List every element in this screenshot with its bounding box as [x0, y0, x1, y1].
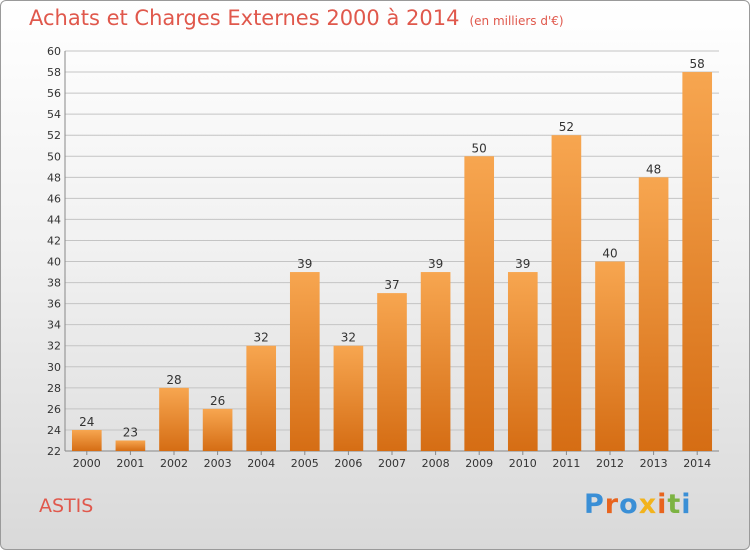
x-tick-label: 2001 [116, 457, 144, 470]
data-label: 37 [384, 278, 399, 292]
x-tick-label: 2006 [334, 457, 362, 470]
y-tick-label: 54 [47, 108, 61, 121]
data-label: 48 [646, 162, 661, 176]
x-tick-label: 2003 [204, 457, 232, 470]
chart-title-text: Achats et Charges Externes 2000 à 2014 [29, 6, 460, 30]
chart-unit-note: (en milliers d'€) [469, 14, 564, 28]
y-tick-label: 60 [47, 45, 61, 58]
bar [159, 387, 189, 451]
data-label: 28 [166, 373, 181, 387]
y-tick-label: 32 [47, 340, 61, 353]
bar [377, 293, 407, 451]
y-tick-label: 28 [47, 382, 61, 395]
y-tick-label: 40 [47, 256, 61, 269]
logo-letter: P [584, 489, 605, 520]
bar [289, 272, 320, 451]
logo-letter: t [667, 489, 682, 520]
y-tick-label: 58 [47, 66, 61, 79]
data-label: 58 [690, 57, 705, 71]
x-tick-label: 2008 [422, 457, 450, 470]
y-tick-label: 50 [47, 150, 61, 163]
x-tick-label: 2007 [378, 457, 406, 470]
x-tick-label: 2013 [640, 457, 668, 470]
bar [202, 408, 233, 451]
y-tick-label: 46 [47, 192, 61, 205]
data-label: 39 [297, 257, 312, 271]
data-label: 26 [210, 394, 225, 408]
data-label: 32 [254, 331, 269, 345]
bars [71, 72, 713, 452]
data-label: 50 [472, 141, 487, 155]
x-tick-label: 2014 [683, 457, 711, 470]
bar [682, 72, 713, 451]
data-label: 32 [341, 331, 356, 345]
y-tick-label: 52 [47, 129, 61, 142]
y-tick-label: 44 [47, 213, 61, 226]
x-tick-label: 2009 [465, 457, 493, 470]
bar [71, 429, 102, 451]
y-tick-label: 42 [47, 234, 61, 247]
x-tick-label: 2000 [73, 457, 101, 470]
y-tick-label: 34 [47, 319, 61, 332]
bar [507, 272, 538, 451]
x-tick-label: 2011 [552, 457, 580, 470]
x-tick-label: 2004 [247, 457, 275, 470]
y-tick-label: 30 [47, 361, 61, 374]
data-label: 23 [123, 425, 138, 439]
y-tick-label: 24 [47, 424, 61, 437]
bar [420, 272, 451, 451]
y-tick-label: 22 [47, 445, 61, 458]
y-tick-label: 26 [47, 403, 61, 416]
chart-title: Achats et Charges Externes 2000 à 2014 (e… [29, 6, 564, 30]
bar [246, 345, 277, 451]
x-axis: 2000 2001 2002 2003 2004 2005 2006 2007 2008 2009… [73, 451, 711, 470]
y-tick-label: 48 [47, 171, 61, 184]
y-tick-label: 56 [47, 87, 61, 100]
x-tick-label: 2010 [509, 457, 537, 470]
x-tick-label: 2005 [291, 457, 319, 470]
bar [115, 440, 146, 451]
data-label: 52 [559, 120, 574, 134]
bar [333, 345, 364, 451]
bar [638, 177, 669, 451]
data-label: 40 [602, 247, 617, 261]
logo-letter: r [604, 489, 620, 520]
bar [464, 156, 495, 451]
logo-letter: o [619, 489, 639, 520]
data-label: 39 [428, 257, 443, 271]
x-tick-label: 2012 [596, 457, 624, 470]
data-label: 39 [515, 257, 530, 271]
proxiti-logo: Proxiti [584, 489, 692, 520]
bar [595, 261, 625, 451]
logo-letter: i [657, 489, 668, 520]
data-label: 24 [79, 415, 94, 429]
y-tick-label: 36 [47, 298, 61, 311]
x-tick-label: 2002 [160, 457, 188, 470]
bar [551, 135, 582, 452]
logo-letter: i [681, 489, 692, 520]
data-labels: 24 23 28 26 32 39 32 37 39 50 39 52 40 48 58 [79, 57, 705, 439]
logo-letter: x [638, 489, 658, 520]
y-tick-label: 38 [47, 277, 61, 290]
location-label: ASTIS [39, 495, 94, 517]
